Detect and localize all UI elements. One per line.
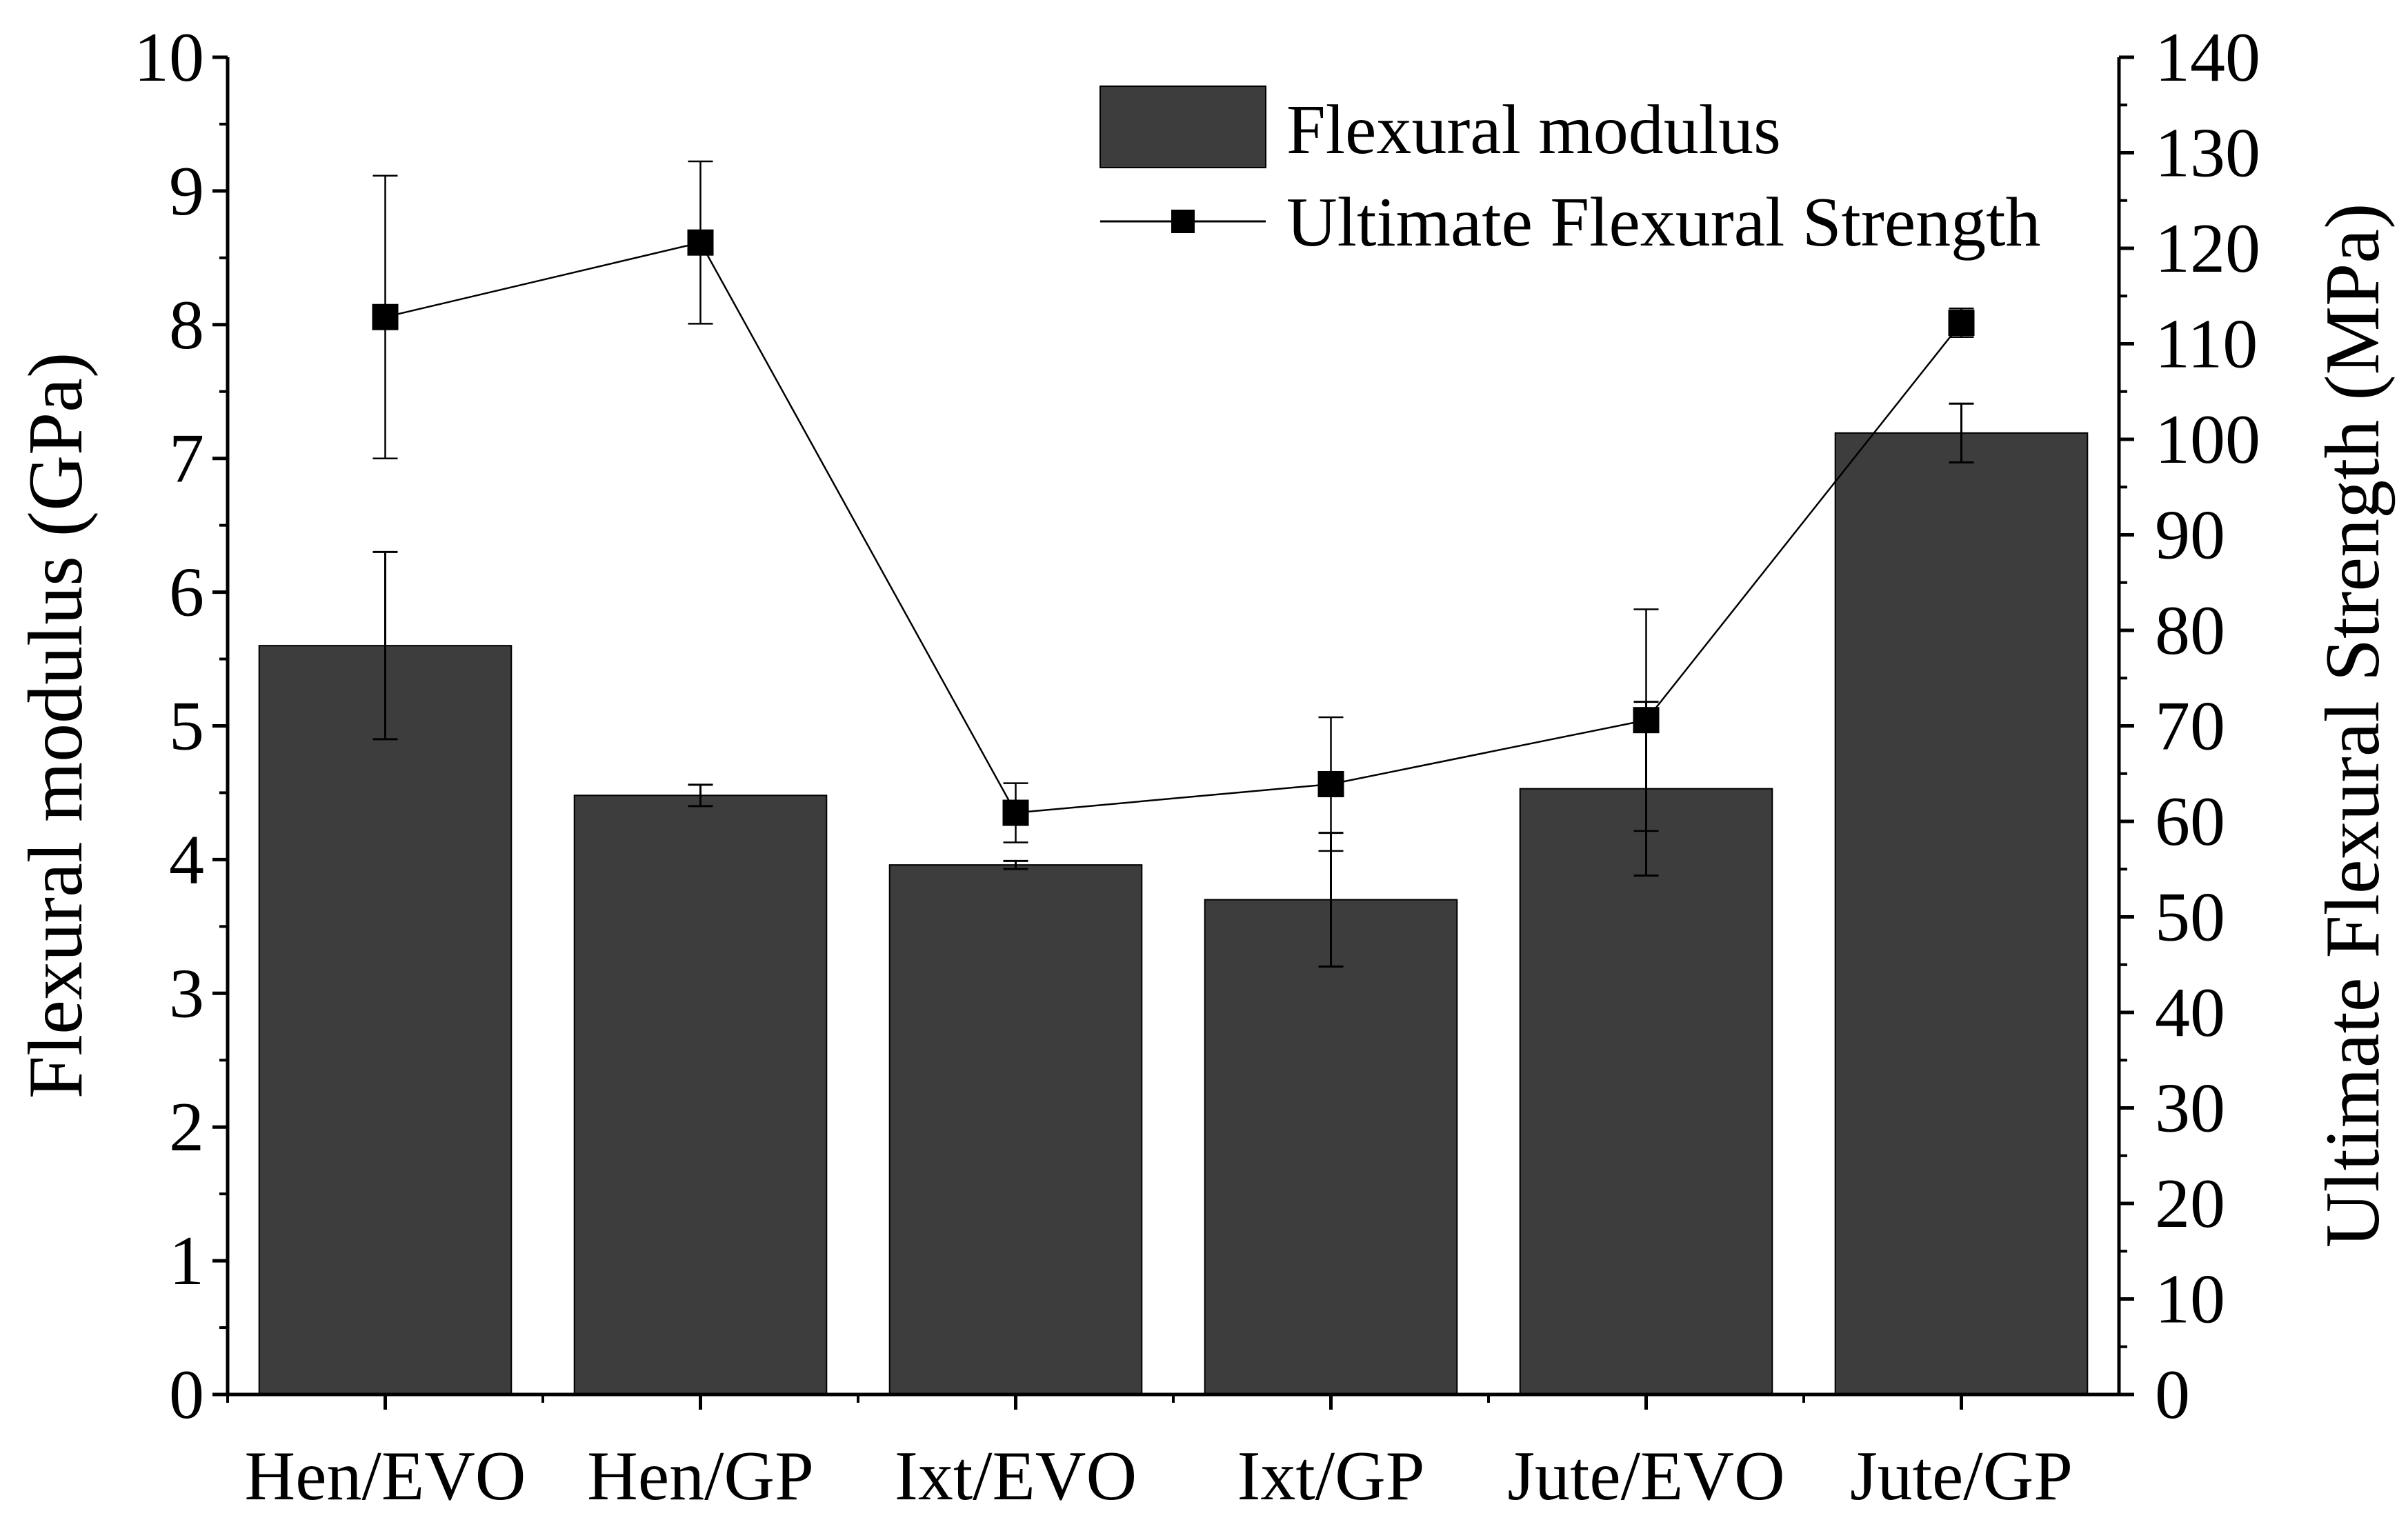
bar-jute-gp	[1834, 432, 2089, 1395]
left-tick-label-3: 3	[169, 954, 204, 1032]
bar-hen-gp	[573, 794, 828, 1395]
right-tick-label-40: 40	[2155, 974, 2225, 1052]
right-tick-label-80: 80	[2155, 592, 2225, 670]
strength-line-layer	[372, 160, 1975, 852]
right-tick-label-0: 0	[2155, 1356, 2190, 1434]
strength-marker-ixt-evo	[1002, 799, 1029, 826]
legend-marker-strength	[1171, 210, 1195, 233]
legend-swatch-flexural-modulus	[1099, 86, 1266, 168]
bar-ixt-evo	[888, 864, 1143, 1395]
left-tick-label-1: 1	[169, 1222, 204, 1300]
x-tick-label-hen-evo: Hen/EVO	[245, 1437, 526, 1515]
left-tick-label-5: 5	[169, 688, 204, 766]
strength-marker-jute-gp	[1948, 310, 1975, 337]
x-tick-label-ixt-evo: Ixt/EVO	[895, 1437, 1137, 1515]
legend-label-ultimate-flexural-strength: Ultimate Flexural Strength	[1286, 183, 2040, 261]
right-tick-label-130: 130	[2155, 114, 2260, 192]
x-tick-label-jute-evo: Jute/EVO	[1507, 1437, 1784, 1515]
strength-marker-hen-evo	[372, 303, 399, 330]
bars-layer	[258, 432, 2089, 1396]
strength-series-line	[385, 241, 1962, 814]
bar-jute-evo	[1519, 788, 1773, 1396]
left-tick-label-0: 0	[169, 1356, 204, 1434]
x-tick-label-hen-gp: Hen/GP	[587, 1437, 814, 1515]
right-tick-label-90: 90	[2155, 497, 2225, 574]
strength-marker-hen-gp	[687, 229, 714, 256]
right-tick-label-100: 100	[2155, 401, 2260, 479]
left-tick-label-8: 8	[169, 286, 204, 364]
left-axis-title: Flexural modulus (GPa)	[13, 352, 99, 1099]
right-tick-label-70: 70	[2155, 688, 2225, 766]
right-tick-label-120: 120	[2155, 210, 2260, 288]
bar-hen-evo	[258, 645, 513, 1395]
legend-label-flexural-modulus: Flexural modulus	[1286, 91, 1781, 169]
left-tick-label-9: 9	[169, 152, 204, 230]
left-tick-label-7: 7	[169, 420, 204, 498]
right-tick-label-30: 30	[2155, 1070, 2225, 1148]
legend: Flexural modulus Ultimate Flexural Stren…	[1099, 86, 2040, 261]
right-tick-label-20: 20	[2155, 1165, 2225, 1243]
right-axis-title: Ultimate Flexural Strength (MPa)	[2310, 203, 2396, 1248]
strength-marker-jute-evo	[1633, 707, 1660, 734]
strength-marker-ixt-gp	[1317, 770, 1344, 797]
right-tick-label-140: 140	[2155, 19, 2260, 97]
right-tick-label-50: 50	[2155, 879, 2225, 957]
left-tick-label-10: 10	[134, 19, 204, 97]
bar-ixt-gp	[1204, 899, 1458, 1395]
x-tick-label-ixt-gp: Ixt/GP	[1237, 1437, 1424, 1515]
left-tick-label-4: 4	[169, 821, 204, 899]
ticks-layer: 0123456789100102030405060708090100110120…	[134, 19, 2260, 1515]
left-tick-label-6: 6	[169, 554, 204, 632]
right-tick-label-60: 60	[2155, 783, 2225, 861]
x-tick-label-jute-gp: Jute/GP	[1850, 1437, 2073, 1515]
left-tick-label-2: 2	[169, 1088, 204, 1166]
right-tick-label-110: 110	[2155, 306, 2258, 383]
right-tick-label-10: 10	[2155, 1261, 2225, 1339]
